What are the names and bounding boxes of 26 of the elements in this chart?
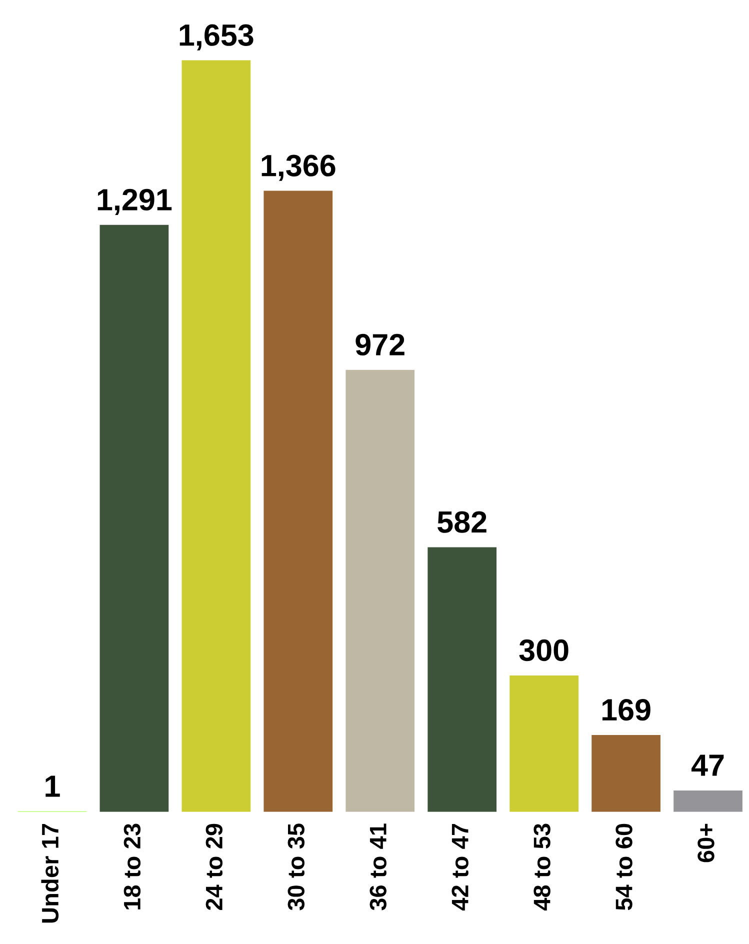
x-tick-label: Under 17 <box>41 824 59 923</box>
data-label: 169 <box>602 698 650 721</box>
x-tick-label: 30 to 35 <box>288 824 305 910</box>
bar <box>428 547 497 812</box>
data-label: 1,291 <box>98 188 172 215</box>
bar <box>346 370 415 812</box>
data-label: 47 <box>691 754 724 776</box>
data-label: 1,653 <box>180 24 254 50</box>
x-tick-label: 24 to 29 <box>206 824 223 910</box>
bar <box>674 790 742 812</box>
bar <box>182 60 251 812</box>
x-tick-label: 18 to 23 <box>124 824 141 910</box>
bar <box>100 224 169 812</box>
data-label: 1,366 <box>262 154 336 181</box>
data-label: 1 <box>46 776 60 797</box>
data-label: 300 <box>519 639 568 662</box>
bar <box>510 675 578 812</box>
x-tick-label: 54 to 60 <box>616 824 632 910</box>
data-label: 582 <box>438 511 486 533</box>
x-tick-label: 60+ <box>698 824 714 862</box>
x-tick-label: 48 to 53 <box>534 824 550 911</box>
x-tick-label: 42 to 47 <box>452 824 468 911</box>
bar <box>592 735 660 812</box>
x-tick-label: 36 to 41 <box>370 824 386 910</box>
data-label: 972 <box>356 334 404 356</box>
bar <box>264 190 333 812</box>
